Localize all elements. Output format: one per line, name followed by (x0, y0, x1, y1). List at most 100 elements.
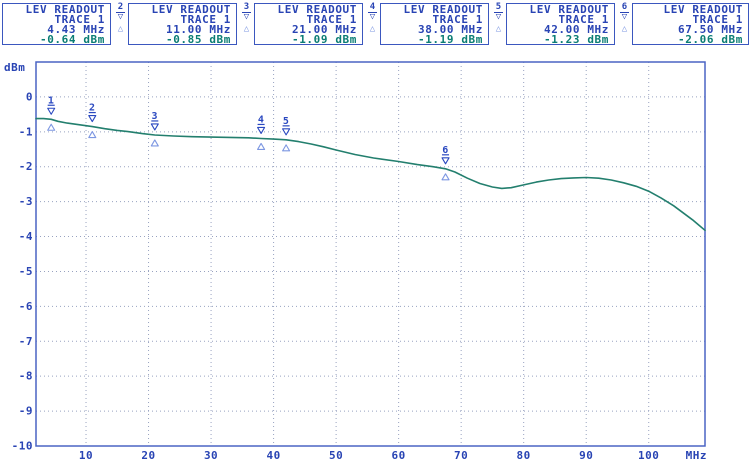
marker-down-icon: ▽ (369, 12, 376, 22)
y-tick-label: -10 (12, 440, 33, 453)
x-tick-label: 50 (329, 449, 343, 462)
trace-1 (35, 117, 706, 232)
marker-number: 6 (620, 2, 629, 13)
readout-unit-6: 6 ▽ △ LEV READOUT TRACE 1 67.50 MHz -2.0… (620, 3, 749, 45)
marker-number: 5 (494, 2, 503, 13)
readout-unit-1: LEV READOUT TRACE 1 4.43 MHz -0.64 dBm (2, 3, 111, 45)
y-tick-label: -4 (19, 230, 33, 243)
readout-level: -2.06 dBm (677, 33, 743, 46)
readout-title: LEV READOUT (403, 3, 483, 16)
marker-down-icon (257, 126, 266, 135)
x-tick-label: 40 (266, 449, 280, 462)
marker-delta-icon (257, 142, 266, 151)
marker-symbol-3: 3 ▽ △ (240, 2, 253, 34)
y-tick-label: 0 (26, 90, 33, 103)
readout-box: LEV READOUT TRACE 1 11.00 MHz -0.85 dBm (128, 3, 237, 45)
delta-up-icon: △ (495, 24, 502, 34)
readout-unit-5: 5 ▽ △ LEV READOUT TRACE 1 42.00 MHz -1.2… (494, 3, 615, 45)
readout-title: LEV READOUT (529, 3, 609, 16)
x-tick-label: 60 (392, 449, 406, 462)
marker-number: 4 (368, 2, 377, 13)
x-tick-label: 70 (454, 449, 468, 462)
marker-number-3: 3 (152, 111, 159, 122)
readout-unit-4: 4 ▽ △ LEV READOUT TRACE 1 38.00 MHz -1.1… (368, 3, 489, 45)
marker-down-icon (150, 123, 159, 131)
y-tick-label: -6 (19, 300, 33, 313)
y-tick-label: -5 (19, 265, 33, 278)
marker-down-icon: ▽ (495, 12, 502, 22)
y-tick-label: -9 (19, 405, 33, 418)
readout-trace-label: TRACE 1 (692, 13, 743, 26)
marker-number: 2 (116, 2, 125, 13)
readout-box: LEV READOUT TRACE 1 21.00 MHz -1.09 dBm (254, 3, 363, 45)
readout-frequency: 38.00 MHz (417, 23, 483, 36)
x-tick-label: 10 (79, 449, 93, 462)
readout-trace-label: TRACE 1 (54, 13, 105, 26)
readout-frequency: 4.43 MHz (47, 23, 105, 36)
plot-border (35, 61, 706, 447)
readout-frequency: 11.00 MHz (165, 23, 231, 36)
readout-frequency: 67.50 MHz (677, 23, 743, 36)
readout-box: LEV READOUT TRACE 1 4.43 MHz -0.64 dBm (2, 3, 111, 45)
marker-down-icon (88, 115, 97, 123)
readout-trace-label: TRACE 1 (180, 13, 231, 26)
marker-number-1: 1 (48, 95, 55, 106)
y-tick-label: -7 (19, 335, 33, 348)
delta-up-icon: △ (243, 24, 250, 34)
y-tick-label: -1 (19, 125, 33, 138)
readout-title: LEV READOUT (151, 3, 231, 16)
marker-symbol-6: 6 ▽ △ (618, 2, 631, 34)
marker-down-icon: ▽ (117, 12, 124, 22)
readout-level: -0.85 dBm (165, 33, 231, 46)
x-tick-label: 30 (204, 449, 218, 462)
readout-trace-label: TRACE 1 (432, 13, 483, 26)
readout-title: LEV READOUT (25, 3, 105, 16)
readout-level: -1.09 dBm (291, 33, 357, 46)
marker-number-4: 4 (258, 114, 265, 125)
readout-level: -1.19 dBm (417, 33, 483, 46)
marker-delta-icon (47, 123, 56, 131)
y-axis-unit-label: dBm (4, 61, 25, 74)
marker-symbol-5: 5 ▽ △ (492, 2, 505, 34)
delta-up-icon: △ (621, 24, 628, 34)
readout-level: -0.64 dBm (39, 33, 105, 46)
marker-number-6: 6 (442, 145, 449, 156)
readout-box: LEV READOUT TRACE 1 38.00 MHz -1.19 dBm (380, 3, 489, 45)
marker-down-icon: ▽ (243, 12, 250, 22)
marker-number-2: 2 (89, 103, 96, 114)
delta-up-icon: △ (369, 24, 376, 34)
readout-trace-label: TRACE 1 (306, 13, 357, 26)
delta-up-icon: △ (117, 24, 124, 34)
readout-box: LEV READOUT TRACE 1 42.00 MHz -1.23 dBm (506, 3, 615, 45)
readout-title: LEV READOUT (663, 3, 743, 16)
readout-unit-2: 2 ▽ △ LEV READOUT TRACE 1 11.00 MHz -0.8… (116, 3, 237, 45)
marker-down-icon: ▽ (621, 12, 628, 22)
marker-down-icon (47, 107, 56, 115)
readout-title: LEV READOUT (277, 3, 357, 16)
marker-delta-icon (88, 131, 97, 139)
readout-unit-3: 3 ▽ △ LEV READOUT TRACE 1 21.00 MHz -1.0… (242, 3, 363, 45)
readout-frequency: 21.00 MHz (291, 23, 357, 36)
marker-down-icon (441, 157, 450, 165)
readout-frequency: 42.00 MHz (543, 23, 609, 36)
y-tick-label: -8 (19, 370, 33, 383)
readout-trace-label: TRACE 1 (558, 13, 609, 26)
marker-symbol-2: 2 ▽ △ (114, 2, 127, 34)
marker-delta-icon (282, 144, 291, 152)
x-tick-label: 90 (579, 449, 593, 462)
marker-delta-icon (150, 139, 159, 147)
x-axis-unit-label: MHz (686, 449, 707, 462)
x-tick-label: 100 (638, 449, 659, 462)
x-tick-label: 80 (517, 449, 531, 462)
y-tick-label: -3 (19, 195, 33, 208)
marker-down-icon (282, 128, 291, 136)
marker-number-5: 5 (283, 116, 290, 127)
y-tick-label: -2 (19, 160, 33, 173)
marker-symbol-4: 4 ▽ △ (366, 2, 379, 34)
marker-number: 3 (242, 2, 251, 13)
marker-delta-icon (441, 173, 450, 181)
readout-box: LEV READOUT TRACE 1 67.50 MHz -2.06 dBm (632, 3, 749, 45)
readout-level: -1.23 dBm (543, 33, 609, 46)
